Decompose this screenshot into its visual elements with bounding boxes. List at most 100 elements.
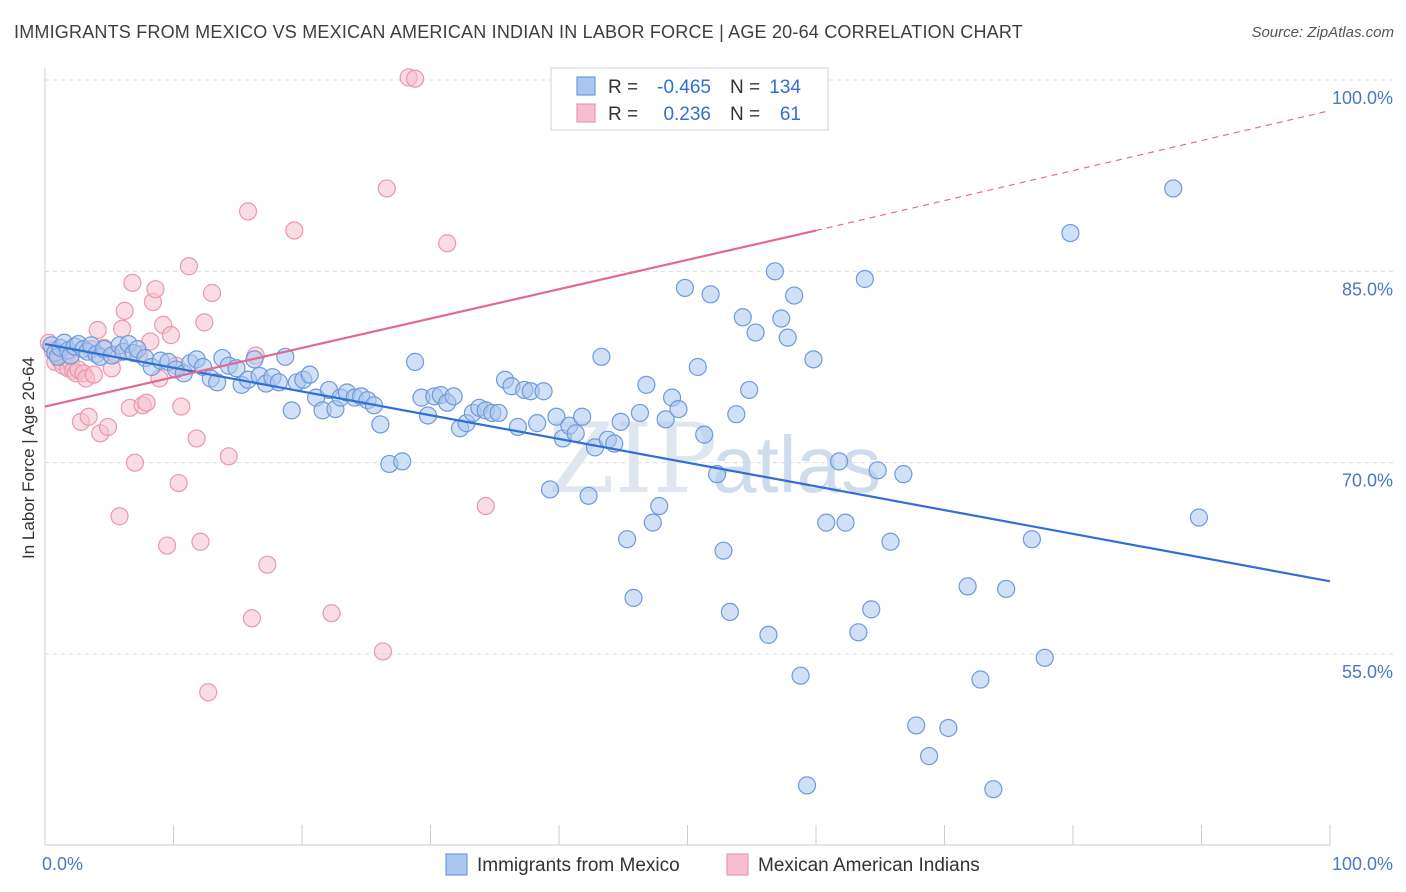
watermark-atlas: atlas bbox=[712, 420, 881, 509]
y-tick-label: 70.0% bbox=[1342, 471, 1393, 491]
trend-line-immigrants-from-mexico bbox=[44, 342, 1331, 583]
data-point-immigrants-from-mexico bbox=[727, 405, 746, 424]
data-point-immigrants-from-mexico bbox=[540, 480, 560, 499]
data-point-immigrants-from-mexico bbox=[817, 513, 836, 532]
data-point-immigrants-from-mexico bbox=[637, 375, 656, 394]
data-point-immigrants-from-mexico bbox=[534, 382, 553, 401]
legend-swatch-pink bbox=[576, 103, 596, 123]
data-point-immigrants-from-mexico bbox=[1189, 508, 1209, 527]
data-point-mexican-american-indians bbox=[191, 532, 210, 551]
data-point-mexican-american-indians bbox=[373, 642, 393, 661]
data-point-immigrants-from-mexico bbox=[746, 323, 765, 342]
data-point-immigrants-from-mexico bbox=[791, 666, 810, 685]
data-point-immigrants-from-mexico bbox=[939, 718, 958, 738]
data-point-immigrants-from-mexico bbox=[630, 403, 650, 423]
data-point-mexican-american-indians bbox=[112, 319, 132, 338]
data-point-mexican-american-indians bbox=[161, 326, 181, 345]
series-legend-swatch-blue bbox=[445, 853, 468, 876]
legend-r-label: R = bbox=[608, 77, 638, 98]
data-point-mexican-american-indians bbox=[238, 202, 258, 221]
data-point-mexican-american-indians bbox=[146, 280, 165, 299]
y-axis-label: In Labor Force | Age 20-64 bbox=[19, 357, 38, 559]
data-point-mexican-american-indians bbox=[115, 301, 134, 320]
data-point-mexican-american-indians bbox=[110, 507, 129, 526]
data-point-mexican-american-indians bbox=[157, 536, 177, 555]
data-point-mexican-american-indians bbox=[84, 365, 103, 384]
data-point-immigrants-from-mexico bbox=[740, 380, 759, 400]
data-point-immigrants-from-mexico bbox=[489, 403, 508, 423]
data-point-immigrants-from-mexico bbox=[830, 452, 849, 471]
data-point-immigrants-from-mexico bbox=[444, 387, 463, 406]
series-legend: Immigrants from Mexico Mexican American … bbox=[445, 853, 980, 876]
legend-r-value: 0.236 bbox=[663, 104, 711, 125]
data-point-immigrants-from-mexico bbox=[1164, 179, 1183, 198]
data-point-immigrants-from-mexico bbox=[907, 716, 926, 735]
data-point-mexican-american-indians bbox=[476, 496, 495, 516]
data-point-mexican-american-indians bbox=[202, 283, 222, 303]
series-legend-label: Immigrants from Mexico bbox=[477, 855, 680, 876]
x-tick-label: 100.0% bbox=[1332, 854, 1393, 874]
legend-n-value: 134 bbox=[769, 77, 801, 98]
data-point-immigrants-from-mexico bbox=[371, 415, 390, 434]
data-point-immigrants-from-mexico bbox=[675, 278, 695, 298]
data-point-immigrants-from-mexico bbox=[881, 532, 900, 551]
data-point-mexican-american-indians bbox=[438, 234, 457, 253]
legend-n-label: N = bbox=[730, 77, 760, 98]
data-point-mexican-american-indians bbox=[405, 69, 425, 88]
data-point-mexican-american-indians bbox=[258, 555, 277, 574]
legend-swatch-blue bbox=[576, 76, 596, 96]
data-point-mexican-american-indians bbox=[79, 407, 98, 426]
data-point-mexican-american-indians bbox=[285, 221, 304, 240]
data-point-mexican-american-indians bbox=[125, 453, 145, 472]
data-point-immigrants-from-mexico bbox=[611, 412, 630, 431]
data-point-mexican-american-indians bbox=[322, 604, 341, 623]
data-point-immigrants-from-mexico bbox=[971, 670, 990, 689]
data-point-immigrants-from-mexico bbox=[759, 625, 778, 644]
data-point-immigrants-from-mexico bbox=[208, 373, 227, 392]
data-point-immigrants-from-mexico bbox=[579, 486, 598, 505]
data-point-immigrants-from-mexico bbox=[656, 410, 675, 429]
data-point-mexican-american-indians bbox=[98, 417, 118, 437]
series-pink-points bbox=[39, 68, 495, 702]
data-point-immigrants-from-mexico bbox=[714, 541, 733, 560]
series-blue-points bbox=[42, 179, 1209, 799]
chart-title: IMMIGRANTS FROM MEXICO VS MEXICAN AMERIC… bbox=[14, 22, 1023, 42]
data-point-immigrants-from-mexico bbox=[849, 623, 868, 642]
data-point-immigrants-from-mexico bbox=[688, 357, 707, 377]
data-point-mexican-american-indians bbox=[187, 429, 206, 448]
data-point-mexican-american-indians bbox=[195, 313, 214, 332]
data-point-immigrants-from-mexico bbox=[1035, 648, 1054, 667]
data-point-immigrants-from-mexico bbox=[868, 461, 887, 480]
data-point-mexican-american-indians bbox=[88, 320, 107, 340]
data-point-mexican-american-indians bbox=[242, 609, 261, 628]
y-tick-label: 100.0% bbox=[1332, 88, 1393, 108]
data-point-immigrants-from-mexico bbox=[855, 269, 874, 289]
data-point-mexican-american-indians bbox=[377, 179, 396, 198]
legend-r-label: R = bbox=[608, 104, 638, 125]
data-point-mexican-american-indians bbox=[219, 447, 238, 466]
data-point-immigrants-from-mexico bbox=[984, 780, 1003, 799]
data-point-immigrants-from-mexico bbox=[797, 776, 817, 795]
data-point-immigrants-from-mexico bbox=[618, 530, 637, 549]
legend-r-value: -0.465 bbox=[657, 77, 711, 98]
x-tick-label: 0.0% bbox=[42, 854, 83, 874]
data-point-immigrants-from-mexico bbox=[300, 365, 319, 384]
data-point-immigrants-from-mexico bbox=[643, 513, 662, 532]
axes: 55.0% 70.0% 85.0% 100.0% 0.0% 100.0% bbox=[42, 68, 1393, 874]
data-point-immigrants-from-mexico bbox=[695, 425, 714, 444]
data-point-immigrants-from-mexico bbox=[393, 452, 412, 471]
data-point-immigrants-from-mexico bbox=[720, 602, 740, 622]
data-point-immigrants-from-mexico bbox=[862, 600, 881, 619]
y-tick-label: 85.0% bbox=[1342, 279, 1393, 299]
series-legend-label: Mexican American Indians bbox=[758, 855, 980, 876]
grid-lines bbox=[45, 79, 1394, 655]
data-point-immigrants-from-mexico bbox=[1061, 223, 1080, 243]
legend-n-value: 61 bbox=[780, 104, 801, 125]
data-point-immigrants-from-mexico bbox=[650, 496, 669, 516]
data-point-immigrants-from-mexico bbox=[778, 328, 797, 347]
data-point-mexican-american-indians bbox=[137, 393, 156, 412]
legend-n-label: N = bbox=[730, 104, 760, 125]
data-point-immigrants-from-mexico bbox=[919, 746, 939, 766]
trend-line-mexican-american-indians bbox=[44, 229, 817, 408]
